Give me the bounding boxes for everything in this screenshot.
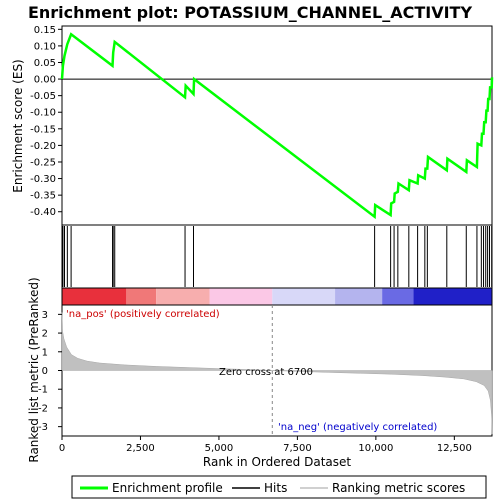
legend-label-metric: Ranking metric scores bbox=[332, 481, 465, 495]
legend-frame bbox=[71, 475, 487, 499]
es-y-tick-label: -0.40 bbox=[30, 207, 56, 218]
x-tick-label: 12,500 bbox=[437, 443, 472, 454]
es-y-tick-label: 0.15 bbox=[34, 25, 56, 36]
metric-y-label: Ranked list metric (PreRanked) bbox=[27, 277, 41, 462]
heatbar-segment bbox=[126, 288, 157, 305]
es-y-label: Enrichment score (ES) bbox=[11, 59, 25, 192]
x-tick-label: 10,000 bbox=[358, 443, 393, 454]
es-profile-line bbox=[60, 32, 494, 220]
hit-marks bbox=[62, 226, 493, 287]
chart-title: Enrichment plot: POTASSIUM_CHANNEL_ACTIV… bbox=[28, 3, 472, 22]
es-panel: 0.15 0.10 0.05 0.00 -0.05 -0.10 -0.15 -0.20 -0.2… bbox=[11, 25, 494, 226]
es-y-tick-label: 0.10 bbox=[34, 41, 56, 52]
metric-y-tick-label: -3 bbox=[38, 422, 48, 433]
es-panel-frame bbox=[61, 25, 493, 226]
metric-y-tick-label: 0 bbox=[42, 366, 48, 377]
es-y-tick-label: -0.25 bbox=[30, 157, 56, 168]
es-y-tick-label: -0.20 bbox=[30, 141, 56, 152]
metric-y-tick-label: 3 bbox=[42, 310, 48, 321]
heatbar-segment bbox=[382, 288, 414, 305]
metric-area bbox=[61, 312, 493, 435]
metric-y-tick-label: -1 bbox=[38, 385, 48, 396]
es-y-axis: 0.15 0.10 0.05 0.00 -0.05 -0.10 -0.15 -0.20 -0.2… bbox=[30, 25, 62, 218]
es-y-tick-label: 0.05 bbox=[34, 58, 56, 69]
legend: Enrichment profile Hits Ranking metric s… bbox=[71, 475, 487, 499]
hits-panel bbox=[61, 224, 493, 289]
heatbar-segment bbox=[413, 288, 492, 305]
pos-label: 'na_pos' (positively correlated) bbox=[66, 309, 220, 320]
metric-y-tick-label: 1 bbox=[42, 347, 48, 358]
rank-heatbar bbox=[62, 288, 492, 305]
neg-label: 'na_neg' (negatively correlated) bbox=[278, 422, 437, 433]
heatbar-segment bbox=[62, 288, 127, 305]
es-y-tick-label: -0.35 bbox=[30, 191, 56, 202]
heatbar-segment bbox=[209, 288, 273, 305]
x-tick-label: 7,500 bbox=[283, 443, 312, 454]
heatbar-segment bbox=[156, 288, 210, 305]
heatbar-segment bbox=[272, 288, 336, 305]
legend-label-hits: Hits bbox=[264, 481, 287, 495]
heatbar-segment bbox=[335, 288, 383, 305]
metric-y-axis: 3 2 1 0 -1 -2 -3 bbox=[38, 310, 62, 433]
es-y-tick-label: -0.15 bbox=[30, 124, 56, 135]
x-tick-label: 2,500 bbox=[126, 443, 155, 454]
es-y-tick-label: -0.10 bbox=[30, 108, 56, 119]
x-axis-label: Rank in Ordered Dataset bbox=[203, 455, 351, 469]
legend-label-enrichment: Enrichment profile bbox=[112, 481, 223, 495]
x-tick-label: 5,000 bbox=[205, 443, 234, 454]
x-axis: 0 2,500 5,000 7,500 10,000 12,500 bbox=[59, 436, 472, 454]
metric-panel: 3 2 1 0 -1 -2 -3 'na_pos' (positively correlat… bbox=[27, 277, 493, 463]
es-y-tick-label: -0.30 bbox=[30, 174, 56, 185]
metric-y-tick-label: -2 bbox=[38, 403, 48, 414]
zero-cross-label: Zero cross at 6700 bbox=[219, 367, 313, 378]
x-tick-label: 0 bbox=[59, 443, 65, 454]
metric-y-tick-label: 2 bbox=[42, 329, 48, 340]
es-y-tick-label: -0.05 bbox=[30, 91, 56, 102]
es-y-tick-label: 0.00 bbox=[34, 75, 56, 86]
